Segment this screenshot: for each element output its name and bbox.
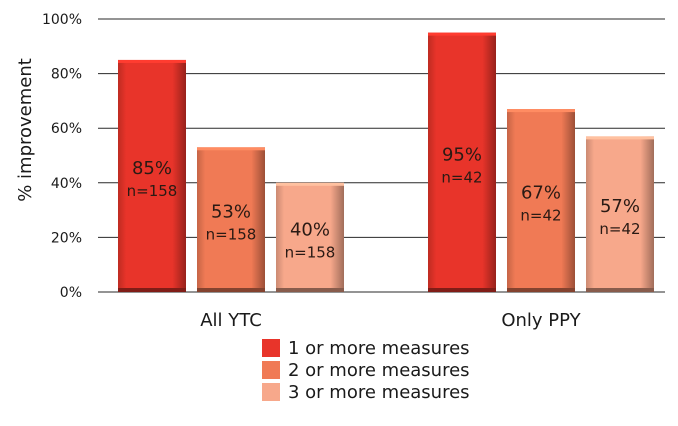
y-tick-label: 0% <box>60 285 82 301</box>
legend-label: 3 or more measures <box>288 381 470 403</box>
n-label: n=42 <box>441 168 482 186</box>
n-label: n=158 <box>127 182 178 200</box>
legend: 1 or more measures 2 or more measures 3 … <box>262 337 562 403</box>
legend-label: 2 or more measures <box>288 359 470 381</box>
y-axis-label: % improvement <box>15 58 36 202</box>
bar-top <box>428 32 496 36</box>
y-tick-label: 60% <box>51 121 82 137</box>
n-label: n=158 <box>206 226 257 244</box>
n-label: n=42 <box>599 220 640 238</box>
bar-top <box>118 59 186 63</box>
bar-base <box>276 288 344 292</box>
bar-top <box>507 109 575 113</box>
legend-swatch <box>262 361 280 379</box>
legend-item: 1 or more measures <box>262 337 562 359</box>
y-tick-label: 80% <box>51 67 82 83</box>
legend-swatch <box>262 383 280 401</box>
legend-item: 2 or more measures <box>262 359 562 381</box>
data-label: 40% <box>290 219 330 240</box>
data-label: 53% <box>211 202 251 223</box>
data-label: 57% <box>600 196 640 217</box>
y-tick-label: 100% <box>42 12 82 28</box>
bar <box>507 109 575 292</box>
x-axis-ticks: All YTC Only PPY <box>200 310 581 331</box>
data-label: 95% <box>442 144 482 165</box>
y-tick-label: 20% <box>51 230 82 246</box>
bar <box>428 32 496 293</box>
bar-base <box>428 288 496 292</box>
bar <box>586 136 654 292</box>
x-tick-label: All YTC <box>200 310 262 331</box>
x-tick-label: Only PPY <box>501 310 581 331</box>
bar-base <box>507 288 575 292</box>
n-label: n=42 <box>520 207 561 225</box>
y-axis-ticks: 0% 20% 40% 60% 80% 100% <box>42 12 82 301</box>
bar-top <box>197 147 265 151</box>
legend-label: 1 or more measures <box>288 337 470 359</box>
bar <box>197 147 265 292</box>
legend-swatch <box>262 339 280 357</box>
y-tick-label: 40% <box>51 176 82 192</box>
legend-item: 3 or more measures <box>262 381 562 403</box>
bar <box>118 59 186 293</box>
bar-base <box>586 288 654 292</box>
n-label: n=158 <box>285 243 336 261</box>
bar-base <box>118 288 186 292</box>
data-label: 67% <box>521 183 561 204</box>
data-label: 85% <box>132 158 172 179</box>
bar <box>276 182 344 292</box>
bars: 85% n=158 53% n=158 40% n=158 95% n=42 67% n=42 57… <box>118 32 654 293</box>
bar-top <box>276 182 344 186</box>
bar-top <box>586 136 654 140</box>
bar-base <box>197 288 265 292</box>
